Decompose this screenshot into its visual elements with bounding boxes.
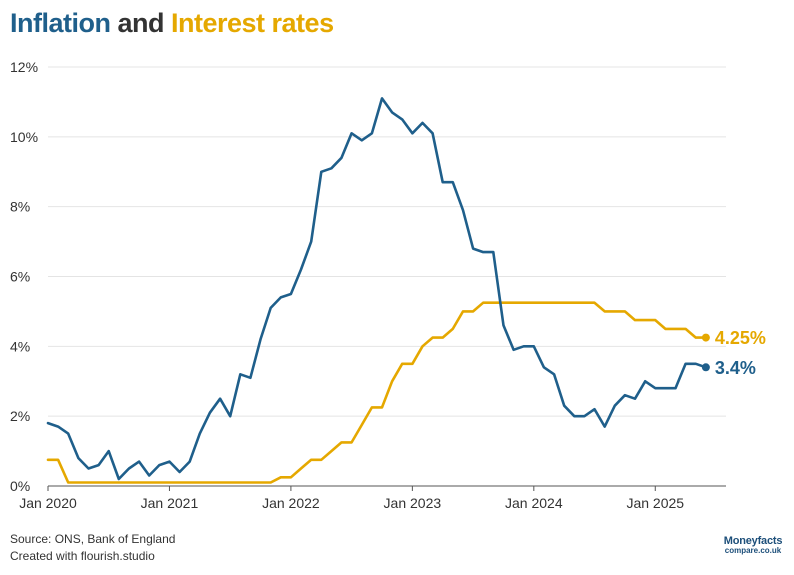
y-tick-label: 0% (10, 478, 30, 494)
source-note: Source: ONS, Bank of England (10, 532, 176, 546)
y-tick-label: 10% (10, 129, 38, 145)
logo-line1: Moneyfacts (723, 535, 783, 547)
logo-line2: compare.co.uk (724, 546, 782, 555)
title-inflation: Inflation (10, 8, 111, 38)
series-line-inflation (46, 97, 708, 481)
x-tick-label: Jan 2020 (19, 495, 77, 511)
chart-title: Inflation and Interest rates (10, 8, 334, 39)
line-chart: 0% 2% 4% 6% 8% 10% 12% Jan 2020 Jan 2021 Jan 2022… (10, 59, 766, 511)
y-tick-label: 12% (10, 59, 38, 75)
y-tick-label: 4% (10, 338, 30, 354)
x-tick-label: Jan 2023 (384, 495, 442, 511)
title-and: and (110, 8, 171, 38)
y-tick-label: 6% (10, 269, 30, 285)
credit-note: Created with flourish.studio (10, 549, 155, 563)
x-tick-label: Jan 2021 (141, 495, 199, 511)
x-tick-label: Jan 2024 (505, 495, 563, 511)
x-tick-label: Jan 2025 (626, 495, 684, 511)
moneyfacts-logo: Moneyfacts compare.co.uk (720, 535, 786, 556)
end-point-interest-rates (701, 333, 710, 342)
title-interest-rates: Interest rates (171, 8, 334, 38)
end-label-interest-rates: 4.25% (715, 328, 766, 348)
footer: Source: ONS, Bank of England Created wit… (10, 531, 175, 565)
end-label-inflation: 3.4% (715, 358, 756, 378)
y-tick-label: 8% (10, 199, 30, 215)
x-tick-label: Jan 2022 (262, 495, 320, 511)
end-point-inflation (701, 363, 710, 372)
series-line-interest-rates (46, 301, 708, 484)
y-tick-label: 2% (10, 408, 30, 424)
